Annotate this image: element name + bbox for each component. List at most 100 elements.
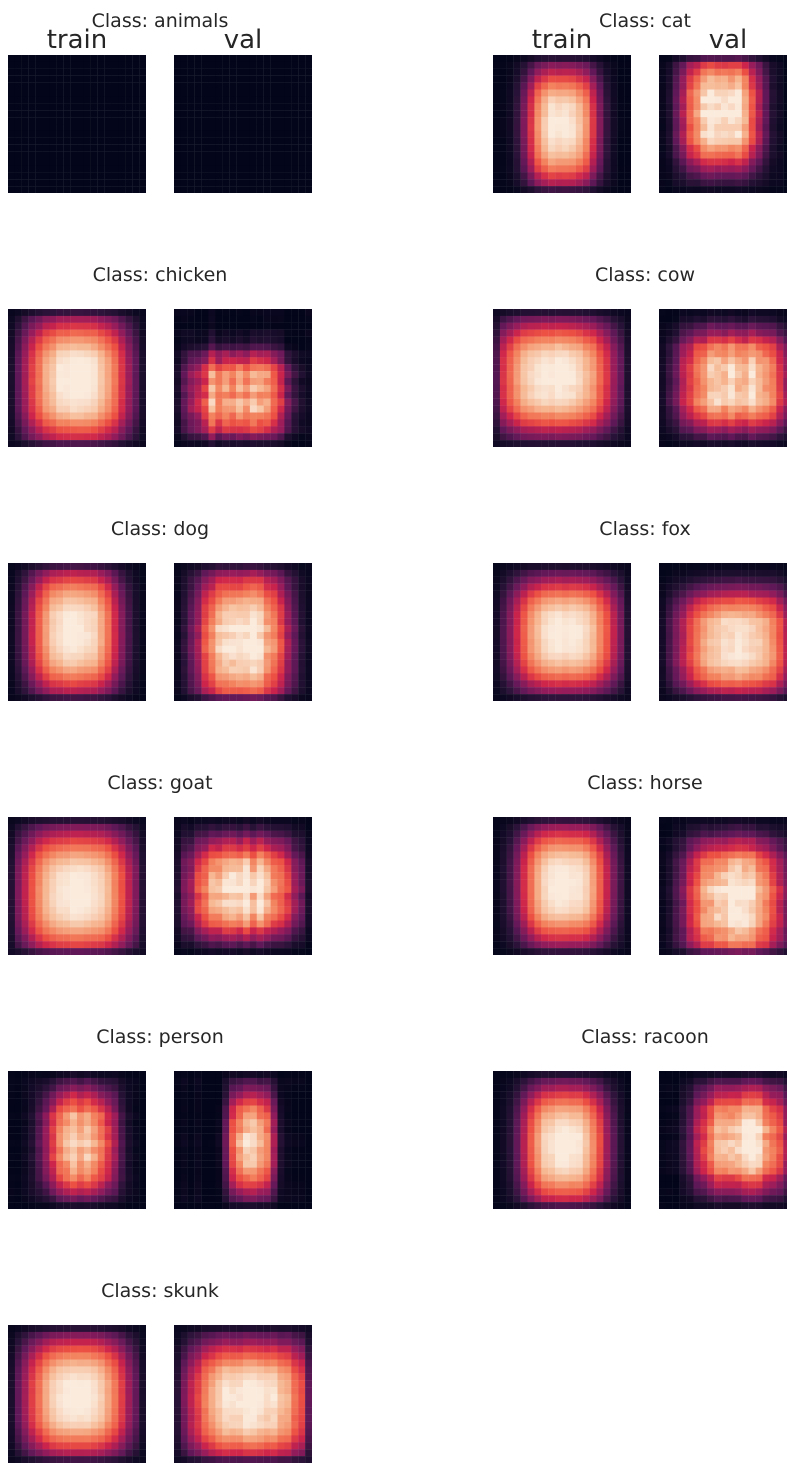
heatmap-cell bbox=[562, 584, 569, 591]
heatmap-cell bbox=[305, 371, 312, 378]
heatmap-cell bbox=[298, 406, 305, 413]
heatmap-cell bbox=[548, 694, 555, 701]
heatmap-cell bbox=[687, 350, 694, 357]
heatmap-cell bbox=[610, 632, 617, 639]
heatmap-cell bbox=[694, 639, 701, 646]
heatmap-cell bbox=[284, 323, 291, 330]
heatmap-cell bbox=[8, 611, 15, 618]
heatmap-cell bbox=[576, 152, 583, 159]
heatmap-cell bbox=[742, 584, 749, 591]
heatmap-cell bbox=[125, 673, 132, 680]
heatmap-cell bbox=[783, 131, 787, 138]
heatmap-cell bbox=[721, 632, 728, 639]
column-title-val: val bbox=[174, 25, 312, 55]
heatmap-cell bbox=[562, 55, 569, 62]
heatmap-cell bbox=[603, 337, 610, 344]
heatmap-cell bbox=[776, 309, 783, 316]
heatmap-cell bbox=[222, 364, 229, 371]
heatmap-cell bbox=[98, 865, 105, 872]
heatmap-cell bbox=[98, 69, 105, 76]
heatmap-cell bbox=[521, 316, 528, 323]
heatmap-cell bbox=[174, 371, 181, 378]
heatmap-cell bbox=[298, 309, 305, 316]
heatmap-cell bbox=[305, 138, 312, 145]
heatmap-cell bbox=[118, 632, 125, 639]
heatmap-cell bbox=[666, 660, 673, 667]
heatmap-cell bbox=[769, 110, 776, 117]
heatmap-cell bbox=[493, 330, 500, 337]
heatmap-cell bbox=[229, 584, 236, 591]
heatmap-cell bbox=[666, 440, 673, 447]
heatmap-cell bbox=[783, 96, 787, 103]
heatmap-cell bbox=[680, 330, 687, 337]
heatmap-cell bbox=[125, 62, 132, 69]
heatmap-cell bbox=[125, 618, 132, 625]
heatmap-cell bbox=[569, 646, 576, 653]
heatmap-cell bbox=[118, 399, 125, 406]
heatmap-cell bbox=[541, 399, 548, 406]
heatmap-cell bbox=[569, 687, 576, 694]
heatmap-cell bbox=[763, 646, 770, 653]
heatmap-cell bbox=[181, 440, 188, 447]
heatmap-cell bbox=[576, 344, 583, 351]
heatmap-cell bbox=[125, 152, 132, 159]
heatmap-cell bbox=[29, 165, 36, 172]
heatmap-cell bbox=[105, 618, 112, 625]
heatmap-cell bbox=[305, 399, 312, 406]
heatmap-cell bbox=[84, 124, 91, 131]
heatmap-cell bbox=[291, 131, 298, 138]
heatmap-cell bbox=[569, 62, 576, 69]
heatmap-cell bbox=[534, 570, 541, 577]
heatmap-cell bbox=[22, 577, 29, 584]
heatmap-cell bbox=[521, 83, 528, 90]
heatmap-cell bbox=[70, 103, 77, 110]
heatmap-cell bbox=[49, 618, 56, 625]
heatmap-cell bbox=[687, 399, 694, 406]
heatmap-cell bbox=[680, 364, 687, 371]
heatmap-cell bbox=[687, 667, 694, 674]
heatmap-cell bbox=[500, 152, 507, 159]
heatmap-cell bbox=[721, 179, 728, 186]
heatmap-cell bbox=[118, 584, 125, 591]
heatmap-cell bbox=[22, 165, 29, 172]
heatmap-cell bbox=[202, 138, 209, 145]
heatmap-cell bbox=[298, 426, 305, 433]
heatmap-cell bbox=[590, 680, 597, 687]
heatmap-cell bbox=[98, 604, 105, 611]
heatmap-cell bbox=[132, 165, 139, 172]
heatmap-cell bbox=[271, 433, 278, 440]
heatmap-cell bbox=[36, 55, 43, 62]
heatmap-cell bbox=[243, 323, 250, 330]
heatmap-cell bbox=[783, 364, 787, 371]
heatmap-cell bbox=[70, 179, 77, 186]
heatmap-cell bbox=[77, 371, 84, 378]
heatmap-cell bbox=[763, 124, 770, 131]
heatmap-cell bbox=[209, 584, 216, 591]
heatmap-cell bbox=[188, 350, 195, 357]
heatmap-cell bbox=[756, 433, 763, 440]
heatmap-cell bbox=[776, 69, 783, 76]
heatmap-cell bbox=[298, 76, 305, 83]
heatmap-cell bbox=[29, 309, 36, 316]
heatmap-cell bbox=[721, 172, 728, 179]
heatmap-cell bbox=[284, 385, 291, 392]
heatmap-cell bbox=[22, 385, 29, 392]
heatmap-cell bbox=[707, 76, 714, 83]
heatmap-cell bbox=[15, 96, 22, 103]
heatmap-cell bbox=[694, 625, 701, 632]
heatmap-cell bbox=[63, 838, 70, 845]
heatmap-cell bbox=[617, 625, 624, 632]
heatmap-cell bbox=[139, 831, 146, 838]
heatmap-cell bbox=[666, 611, 673, 618]
heatmap-cell bbox=[666, 694, 673, 701]
heatmap-cell bbox=[694, 440, 701, 447]
heatmap-cell bbox=[291, 604, 298, 611]
heatmap-cell bbox=[569, 76, 576, 83]
heatmap-cell bbox=[139, 413, 146, 420]
heatmap-cell bbox=[250, 419, 257, 426]
heatmap-cell bbox=[49, 83, 56, 90]
heatmap-cell bbox=[673, 433, 680, 440]
heatmap-cell bbox=[617, 124, 624, 131]
heatmap-cell bbox=[707, 611, 714, 618]
heatmap-cell bbox=[70, 563, 77, 570]
